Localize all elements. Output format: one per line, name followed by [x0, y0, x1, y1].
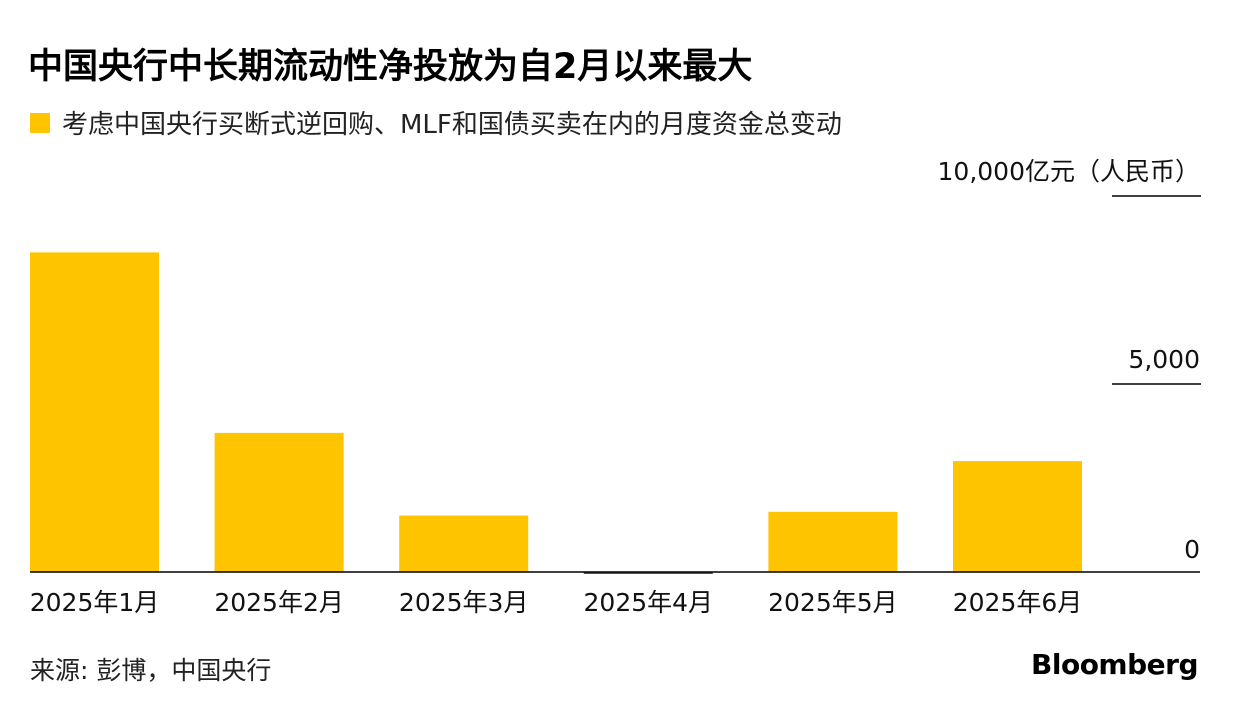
legend: 考虑中国央行买断式逆回购、MLF和国债买卖在内的月度资金总变动	[30, 104, 842, 141]
y-tick-label-0: 0	[1184, 535, 1200, 564]
bars-group	[30, 252, 1082, 574]
bar-2	[214, 432, 344, 572]
bar-1	[30, 252, 159, 572]
legend-swatch	[30, 112, 50, 133]
x-tick-label-5: 2025年5月	[768, 588, 898, 617]
source-note: 来源: 彭博，中国央行	[30, 656, 272, 685]
bloomberg-logo: Bloomberg	[1031, 648, 1198, 681]
bar-chart: 0 5,000 10,000亿元（人民币） 2025年1月 2025年2月 2025年3…	[30, 157, 1201, 617]
bar-4	[583, 572, 713, 574]
bar-5	[768, 511, 898, 572]
y-axis-group: 0 5,000 10,000亿元（人民币）	[938, 157, 1201, 564]
chart-title: 中国央行中长期流动性净投放为自2月以来最大	[28, 47, 753, 87]
x-tick-label-2: 2025年2月	[214, 588, 344, 617]
y-tick-label-5000: 5,000	[1128, 345, 1200, 374]
y-unit-label: 10,000亿元（人民币）	[938, 157, 1200, 186]
x-tick-label-4: 2025年4月	[584, 588, 714, 617]
bar-3	[399, 515, 529, 572]
x-axis-group: 2025年1月 2025年2月 2025年3月 2025年4月 2025年5月 2025年…	[30, 571, 1200, 617]
x-tick-label-1: 2025年1月	[30, 588, 160, 617]
x-tick-label-3: 2025年3月	[399, 588, 529, 617]
bar-6	[953, 461, 1082, 572]
legend-label: 考虑中国央行买断式逆回购、MLF和国债买卖在内的月度资金总变动	[62, 110, 842, 140]
x-tick-label-6: 2025年6月	[953, 588, 1083, 617]
